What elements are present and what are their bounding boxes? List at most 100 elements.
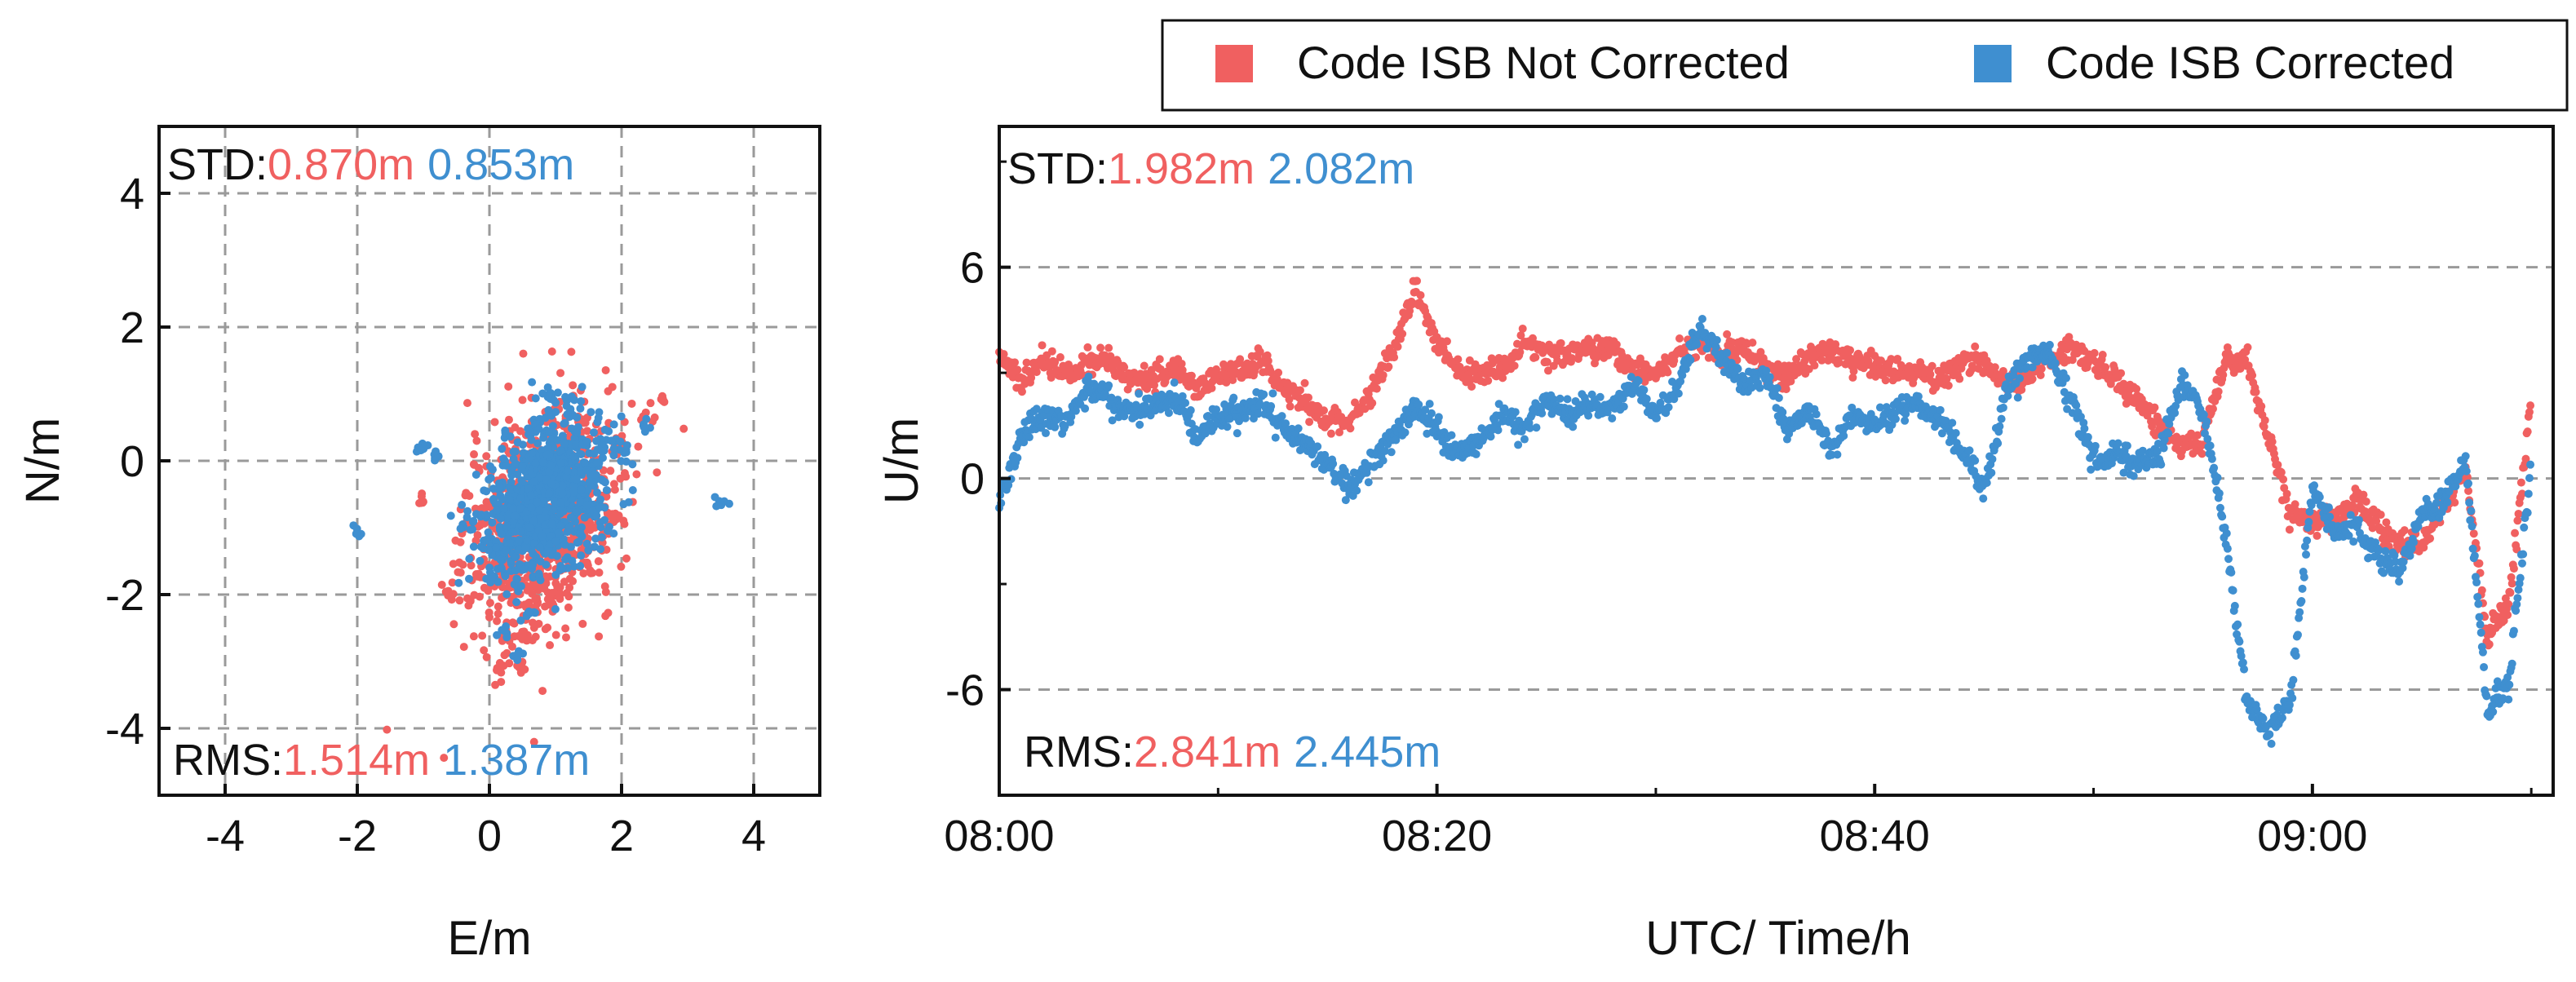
scatter-point [562, 633, 571, 642]
series-point [1664, 403, 1673, 412]
scatter-point [509, 447, 518, 456]
scatter-point [461, 491, 470, 500]
series-point [2382, 518, 2391, 527]
scatter-point [498, 495, 507, 504]
scatter-point [556, 446, 565, 455]
series-point [2045, 340, 2054, 349]
series-point [1520, 435, 1529, 444]
scatter-point [562, 401, 571, 410]
scatter-point [525, 427, 534, 436]
scatter-point [511, 511, 520, 520]
scatter-point [497, 529, 506, 538]
scatter-point [586, 525, 595, 534]
scatter-point [657, 395, 666, 404]
series-point [2113, 439, 2122, 448]
horizontal-x-axis-title: E/m [447, 912, 531, 965]
scatter-point [499, 504, 508, 513]
scatter-point [628, 460, 637, 469]
scatter-point [502, 522, 511, 531]
scatter-point [471, 470, 480, 479]
scatter-point [521, 543, 530, 552]
scatter-point [431, 456, 440, 465]
scatter-point [514, 535, 523, 544]
scatter-point [535, 543, 544, 552]
scatter-point [506, 432, 515, 441]
series-point [2117, 369, 2126, 378]
scatter-point [490, 418, 499, 427]
series-point [1427, 409, 1436, 418]
series-point [1017, 387, 1026, 396]
scatter-point [477, 511, 486, 520]
scatter-point [493, 617, 502, 626]
series-point [1326, 429, 1335, 438]
series-point [1733, 365, 1742, 374]
series-point [1346, 424, 1355, 433]
scatter-point [648, 417, 657, 426]
scatter-point [616, 474, 625, 483]
series-point [1447, 431, 1456, 440]
scatter-point [497, 668, 506, 677]
series-point [1416, 290, 1425, 299]
series-point [1997, 414, 2006, 423]
series-point [1486, 432, 1495, 441]
scatter-point [472, 436, 481, 445]
scatter-point [517, 476, 526, 484]
series-point [1393, 343, 1402, 352]
series-point [1596, 392, 1604, 401]
scatter-point [529, 560, 538, 569]
scatter-point [496, 555, 505, 564]
series-point [1944, 381, 1953, 390]
series-point [1442, 337, 1451, 346]
scatter-point [558, 489, 567, 498]
scatter-point [538, 389, 547, 398]
legend-swatch-corrected [1974, 45, 2012, 82]
series-point [2028, 374, 2037, 383]
scatter-point [547, 520, 556, 529]
series-point [2282, 489, 2291, 498]
scatter-point [579, 568, 588, 577]
scatter-point [582, 501, 591, 510]
scatter-point [590, 449, 599, 458]
horizontal-rms-label: RMS: [173, 736, 283, 785]
scatter-point [476, 556, 485, 565]
scatter-point [520, 565, 529, 574]
scatter-point [679, 424, 688, 433]
series-point [1051, 422, 1060, 431]
series-point [1951, 429, 1960, 438]
series-point [1271, 433, 1280, 442]
series-point [1267, 402, 1276, 411]
series-point [1300, 378, 1309, 387]
scatter-point [459, 643, 468, 652]
scatter-point [592, 436, 601, 445]
series-point [2279, 475, 2288, 484]
scatter-point [524, 598, 533, 607]
series-point [1038, 341, 1047, 350]
series-point [1765, 373, 1774, 382]
scatter-point [534, 583, 543, 592]
scatter-point [444, 586, 453, 595]
scatter-point [468, 517, 477, 526]
scatter-point [529, 737, 538, 746]
series-point [1164, 409, 1173, 418]
series-point [1484, 376, 1493, 385]
scatter-point [601, 365, 610, 374]
scatter-point [561, 624, 570, 633]
series-point [1155, 355, 1164, 364]
series-point [1584, 411, 1593, 420]
scatter-point [497, 678, 506, 687]
series-point [2251, 387, 2260, 396]
series-point [2450, 498, 2459, 507]
scatter-point [560, 418, 569, 427]
scatter-point [454, 578, 463, 587]
scatter-point [547, 411, 556, 420]
horizontal-std-corrected: 0.853m [427, 140, 574, 189]
series-point [2062, 374, 2071, 383]
scatter-point [456, 524, 465, 533]
scatter-point [560, 540, 569, 549]
series-point [1697, 314, 1706, 323]
scatter-point [545, 489, 554, 498]
scatter-point [573, 413, 582, 422]
horizontal-y-axis-title: N/m [16, 418, 69, 504]
scatter-point [592, 458, 601, 467]
series-point [1081, 404, 1090, 413]
